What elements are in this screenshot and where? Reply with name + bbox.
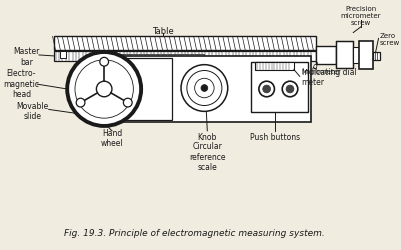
Text: Circular
reference
scale: Circular reference scale: [189, 142, 225, 171]
Circle shape: [76, 99, 85, 108]
Circle shape: [201, 85, 208, 92]
Bar: [117, 55, 205, 60]
Text: Knob: Knob: [198, 133, 217, 141]
Text: Movable
slide: Movable slide: [16, 101, 48, 120]
Bar: [54, 37, 316, 51]
Circle shape: [181, 66, 228, 112]
Circle shape: [100, 58, 109, 67]
Circle shape: [67, 53, 141, 127]
Bar: [255, 62, 294, 70]
Text: Hand
wheel: Hand wheel: [101, 128, 123, 148]
Text: Micrometer: Micrometer: [302, 69, 341, 75]
Circle shape: [263, 86, 271, 94]
Text: Fig. 19.3. Principle of electromagnetic measuring system.: Fig. 19.3. Principle of electromagnetic …: [64, 228, 325, 236]
Circle shape: [75, 60, 134, 119]
Circle shape: [282, 82, 298, 98]
Text: Table: Table: [152, 27, 173, 36]
Text: Push buttons: Push buttons: [250, 133, 300, 141]
Circle shape: [259, 82, 274, 98]
Circle shape: [194, 79, 214, 98]
Circle shape: [96, 82, 112, 98]
Bar: [316, 53, 353, 59]
Text: Precision
micrometer
screw: Precision micrometer screw: [341, 6, 381, 26]
Bar: [373, 53, 381, 60]
Bar: [359, 42, 373, 69]
Text: Master
bar: Master bar: [13, 47, 40, 66]
Text: d: d: [313, 62, 318, 71]
Bar: [61, 52, 66, 59]
Circle shape: [124, 99, 132, 108]
Text: Indicating dial
meter: Indicating dial meter: [302, 67, 356, 87]
Text: Zero
screw: Zero screw: [379, 33, 400, 46]
Bar: [54, 52, 316, 62]
Bar: [316, 47, 336, 64]
Bar: [89, 58, 172, 121]
Bar: [251, 62, 308, 113]
Text: Electro-
magnetic
head: Electro- magnetic head: [4, 69, 39, 99]
Bar: [336, 42, 353, 68]
Circle shape: [286, 86, 294, 94]
Bar: [88, 57, 312, 122]
Circle shape: [187, 71, 222, 106]
Bar: [353, 48, 359, 64]
